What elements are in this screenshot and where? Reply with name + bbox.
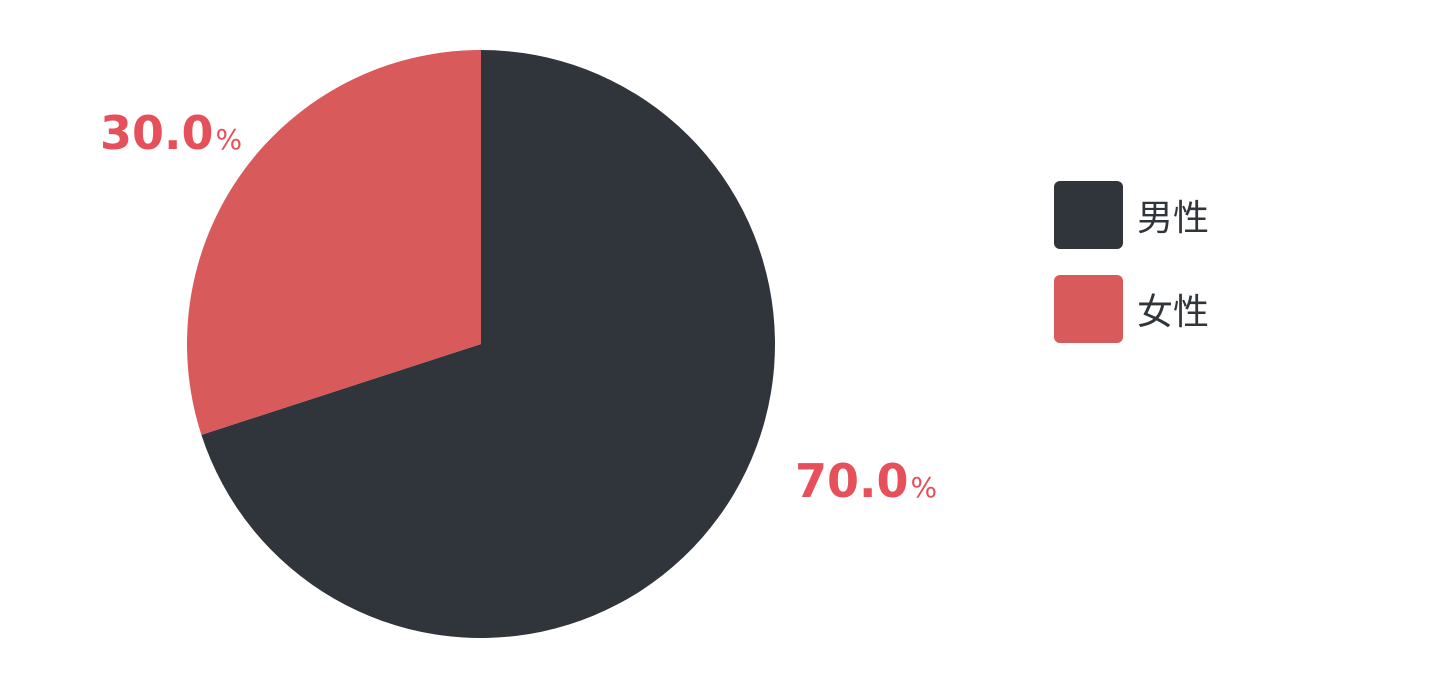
legend-item-female[interactable]: 女性 xyxy=(1054,275,1209,343)
data-label-female-value: 30.0 xyxy=(100,106,214,160)
data-label-female-unit: % xyxy=(215,123,243,156)
pie-slice-female[interactable] xyxy=(186,50,481,435)
data-label-male-value: 70.0 xyxy=(795,454,909,508)
legend-item-male[interactable]: 男性 xyxy=(1054,181,1209,249)
legend-swatch-female xyxy=(1054,275,1123,343)
data-label-female: 30.0% xyxy=(100,110,242,156)
pie-slice-male[interactable] xyxy=(201,50,775,638)
legend-label-female: 女性 xyxy=(1137,292,1210,333)
legend-label-male: 男性 xyxy=(1137,198,1210,239)
data-label-male: 70.0% xyxy=(795,458,937,504)
legend: 男性 女性 xyxy=(1054,181,1209,369)
data-label-male-unit: % xyxy=(910,471,938,504)
legend-swatch-male xyxy=(1054,181,1123,249)
